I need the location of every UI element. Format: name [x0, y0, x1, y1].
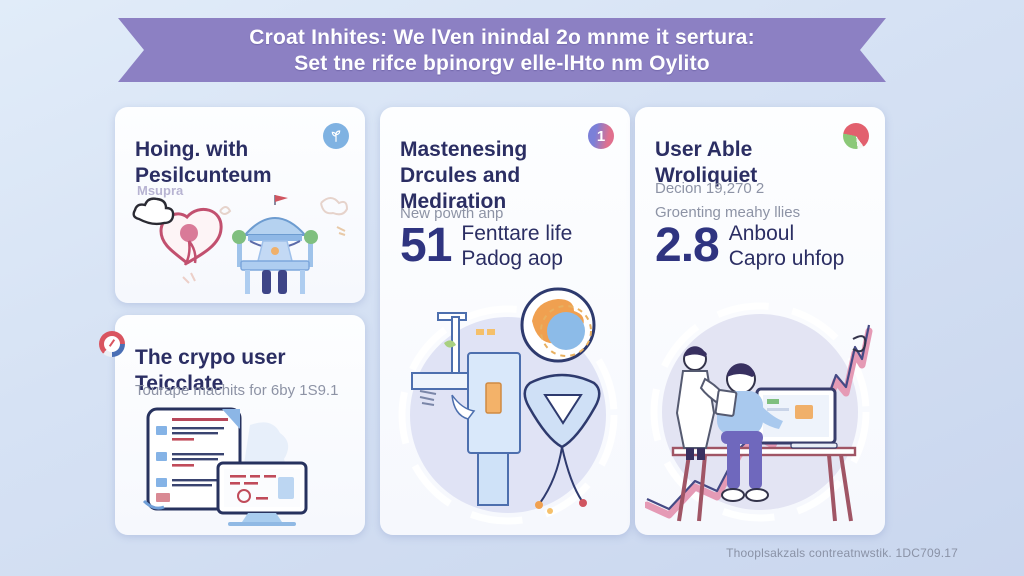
card-mastenesing-title-line3: Mediration	[400, 190, 507, 214]
card-hoing-title-line2: Pesilcunteum	[135, 164, 272, 188]
pie-chart-icon	[843, 123, 869, 149]
card-hoing-title: Hoing. with Pesilcunteum	[135, 137, 272, 189]
card-user-able: User Able Wroliquiet Decion 19,270 2 Gro…	[635, 107, 885, 535]
card-crypo: The crypo user Teicclate Tourape machits…	[99, 315, 365, 535]
card-hoing-title-line1: Hoing. with	[135, 138, 249, 162]
card-crypo-title-line1: The crypo user	[135, 346, 286, 370]
card-mastenesing-title: Mastenesing Drcules and Mediration	[400, 137, 527, 215]
card-mastenesing-stat: 51 Fenttare life Padog aop	[400, 221, 572, 271]
analysts-chart-illustration	[645, 302, 873, 522]
card-user-able-stat: 2.8 Anboul Capro uhfop	[655, 221, 844, 271]
card-crypo-title: The crypo user Teicclate	[135, 345, 286, 397]
standing-person	[675, 346, 738, 460]
card-user-able-title: User Able Wroliquiet	[655, 137, 757, 189]
card-user-able-title-line1: User Able	[655, 138, 753, 162]
gauge-needle	[108, 339, 116, 347]
stat-label-line2: Capro uhfop	[728, 247, 845, 270]
stat-label: Fenttare life Padog aop	[461, 221, 572, 271]
card-mastenesing-subtitle: New powth anp	[400, 205, 504, 222]
pavilion	[232, 195, 318, 294]
heart-pavilion-illustration	[132, 195, 349, 294]
one-badge-glyph: 1	[596, 127, 606, 145]
card-hoing: Hoing. with Pesilcunteum Msupra	[115, 107, 365, 303]
card-mastenesing-title-line2: Drcules and	[400, 164, 521, 188]
desk	[671, 446, 857, 522]
desktop-monitor	[216, 461, 308, 526]
banner-ribbon: Croat Inhites: We lVen inindal 2o mnme i…	[118, 18, 886, 82]
gauge-icon	[99, 331, 125, 357]
sprout-icon	[323, 123, 349, 149]
stat-value: 2.8	[655, 219, 720, 272]
cell-globe	[520, 287, 596, 363]
banner-line-2: Set tne rifce bpinorgv elle-lHto nm Oyli…	[294, 51, 710, 75]
machine	[411, 312, 521, 506]
stat-label-line1: Fenttare life	[461, 222, 573, 245]
stat-label: Anboul Capro uhfop	[729, 221, 845, 271]
card-crypo-subtitle: Tourape machits for 6by 1S9.1	[135, 382, 339, 399]
stat-label-line2: Padog aop	[461, 247, 563, 270]
card-mastenesing-title-line1: Mastenesing	[400, 138, 528, 162]
fine-print: Thooplsakzals contreatnwstik. 1DC709.17	[726, 546, 958, 560]
one-badge-icon: 1	[588, 123, 614, 149]
card-crypo-title-line2: Teicclate	[135, 372, 224, 396]
card-user-able-subtitle-2: Groenting meahy llies	[655, 204, 801, 221]
stat-label-line1: Anboul	[728, 222, 795, 245]
illustration-label: Msupra	[137, 183, 184, 198]
banner-line-1: Croat Inhites: We lVen inindal 2o mnme i…	[249, 25, 755, 49]
card-user-able-title-line2: Wroliquiet	[655, 164, 758, 188]
document-monitor-illustration	[142, 407, 308, 526]
medical-machine-illustration	[398, 287, 618, 525]
card-user-able-subtitle-1: Decion 19,270 2	[655, 180, 765, 197]
heart-pendant	[523, 373, 601, 514]
heart-doodle	[132, 197, 223, 266]
card-mastenesing: Mastenesing Drcules and Mediration 1 New…	[380, 107, 630, 535]
stat-value: 51	[400, 219, 452, 272]
sprout-glyph	[331, 130, 341, 142]
